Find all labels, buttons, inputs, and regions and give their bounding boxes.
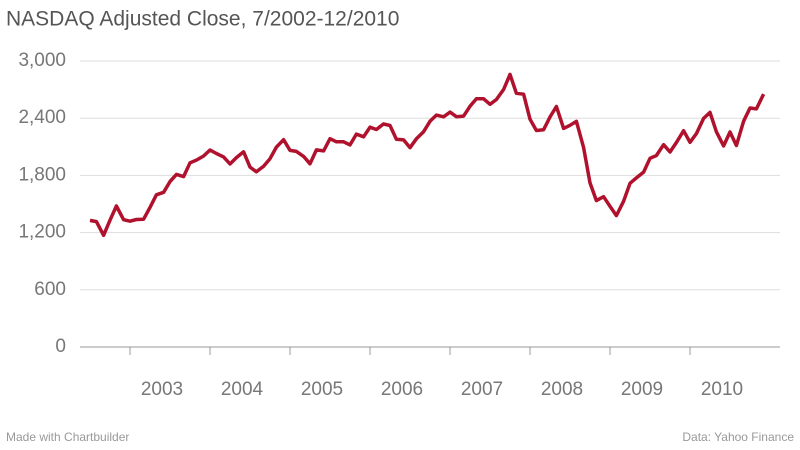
x-tick-label: 2004: [221, 379, 264, 400]
footer-credit: Made with Chartbuilder: [6, 430, 129, 444]
y-tick-label: 2,400: [18, 107, 66, 128]
x-tick-label: 2003: [141, 379, 183, 400]
x-tick-label: 2008: [541, 379, 583, 400]
y-tick-label: 0: [55, 336, 66, 357]
y-tick-label: 1,200: [18, 222, 66, 243]
x-tick-label: 2010: [701, 379, 743, 400]
footer-source: Data: Yahoo Finance: [682, 430, 794, 444]
y-tick-label: 3,000: [18, 50, 66, 71]
y-tick-label: 1,800: [18, 164, 66, 185]
data-line: [89, 72, 766, 238]
x-tick-label: 2005: [301, 379, 343, 400]
x-tick-label: 2006: [381, 379, 423, 400]
x-tick-label: 2009: [621, 379, 663, 400]
chart-title: NASDAQ Adjusted Close, 7/2002-12/2010: [6, 8, 399, 31]
y-tick-label: 600: [34, 279, 66, 300]
x-tick-label: 2007: [461, 379, 503, 400]
